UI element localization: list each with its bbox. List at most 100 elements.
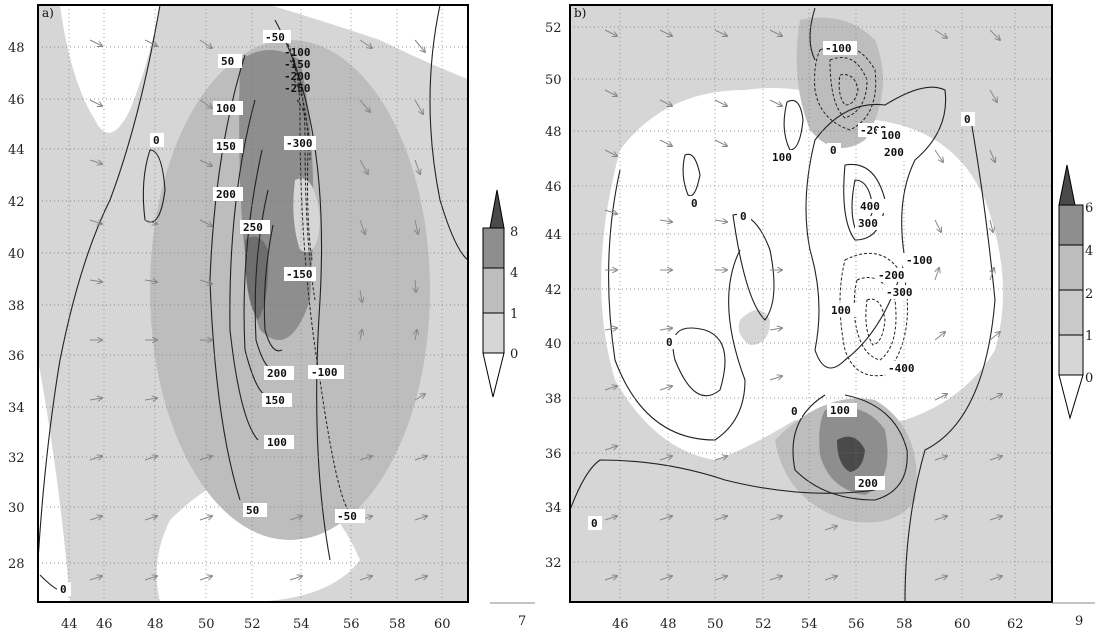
x-tick: 60 — [434, 617, 451, 632]
colorbar-level: 0 — [510, 347, 518, 362]
y-tick: 36 — [8, 349, 25, 364]
y-tick: 46 — [545, 180, 562, 195]
contour-label: 300 — [858, 217, 878, 230]
colorbar-level: 4 — [510, 266, 518, 281]
contour-label: 100 — [831, 304, 851, 317]
contour-label: -50 — [265, 31, 285, 44]
y-tick: 34 — [8, 401, 25, 416]
contour-label: 0 — [740, 210, 747, 223]
panel-a-label: a) — [42, 6, 54, 20]
contour-label: -100 — [825, 42, 852, 55]
contour-label: 200 — [216, 188, 236, 201]
contour-label: 0 — [666, 336, 673, 349]
contour-label: 200 — [884, 146, 904, 159]
contour-label: -100 — [284, 46, 311, 59]
contour-label: -50 — [337, 510, 357, 523]
contour-label: 150 — [216, 140, 236, 153]
y-tick: 40 — [545, 337, 562, 352]
colorbar-level: 1 — [510, 307, 518, 322]
panel-a-extra-label: 7 — [518, 614, 526, 629]
colorbar-level: 0 — [1085, 371, 1093, 386]
contour-label: 250 — [243, 221, 263, 234]
colorbar-level: 6 — [1085, 201, 1093, 216]
panel-a-colorbar: 8 4 1 0 — [482, 189, 518, 398]
x-tick: 60 — [954, 617, 971, 632]
contour-label: -150 — [286, 268, 313, 281]
colorbar-level: 1 — [1085, 329, 1093, 344]
x-tick: 52 — [755, 617, 772, 632]
contour-label: 100 — [772, 151, 792, 164]
y-tick: 30 — [8, 501, 25, 516]
y-tick: 48 — [8, 41, 25, 56]
y-tick: 32 — [545, 556, 562, 571]
panel-a-x-axis: 44 46 48 50 52 54 56 58 60 — [61, 617, 451, 632]
y-tick: 36 — [545, 447, 562, 462]
panel-a-map: -50 -100 -150 -200 -250 -300 -150 -100 -… — [8, 4, 535, 632]
x-tick: 44 — [61, 617, 78, 632]
panel-b-colorbar: 6 4 2 1 0 — [1058, 164, 1093, 420]
y-tick: 38 — [545, 392, 562, 407]
panel-a: -50 -100 -150 -200 -250 -300 -150 -100 -… — [0, 0, 545, 633]
colorbar-level: 2 — [1085, 287, 1093, 302]
contour-label: -200 — [284, 70, 311, 83]
contour-label: 100 — [267, 436, 287, 449]
contour-label: 400 — [860, 200, 880, 213]
contour-label: -200 — [878, 269, 905, 282]
panel-a-y-axis: 28 30 32 34 36 38 40 42 44 46 48 — [8, 41, 25, 572]
contour-label: 50 — [221, 55, 234, 68]
panel-b-contour-labels: -100 -200 100 200 100 0 0 0 0 400 300 -1… — [588, 41, 975, 530]
contour-label: 0 — [153, 134, 160, 147]
y-tick: 48 — [545, 125, 562, 140]
panel-a-contour-labels: -50 -100 -150 -200 -250 -300 -150 -100 -… — [57, 30, 365, 596]
contour-label: -300 — [886, 286, 913, 299]
y-tick: 42 — [545, 283, 562, 298]
x-tick: 50 — [198, 617, 215, 632]
contour-label: -100 — [906, 254, 933, 267]
panel-b: -100 -200 100 200 100 0 0 0 0 400 300 -1… — [545, 0, 1095, 633]
contour-label: -100 — [311, 366, 338, 379]
contour-label: 0 — [691, 197, 698, 210]
y-tick: 52 — [545, 21, 562, 36]
y-tick: 44 — [8, 143, 25, 158]
y-tick: 40 — [8, 247, 25, 262]
panel-b-frame — [569, 4, 1053, 603]
x-tick: 48 — [147, 617, 164, 632]
panel-b-y-axis: 32 34 36 38 40 42 44 46 48 50 52 — [545, 21, 562, 571]
contour-label: 0 — [791, 405, 798, 418]
x-tick: 50 — [707, 617, 724, 632]
contour-label: 100 — [830, 404, 850, 417]
panel-b-map: -100 -200 100 200 100 0 0 0 0 400 300 -1… — [545, 4, 1095, 632]
y-tick: 28 — [8, 557, 25, 572]
y-tick: 44 — [545, 228, 562, 243]
contour-label: 0 — [830, 144, 837, 157]
y-tick: 42 — [8, 195, 25, 210]
panel-b-wind-vectors — [604, 29, 1002, 581]
panel-a-wind-vectors — [89, 39, 427, 581]
contour-label: 0 — [60, 583, 67, 596]
contour-label: 0 — [964, 113, 971, 126]
x-tick: 46 — [612, 617, 629, 632]
contour-label: -400 — [888, 362, 915, 375]
x-tick: 54 — [801, 617, 818, 632]
panel-b-x-axis: 46 48 50 52 54 56 58 60 62 — [612, 617, 1024, 632]
contour-label: 100 — [216, 102, 236, 115]
y-tick: 50 — [545, 73, 562, 88]
contour-label: -150 — [284, 58, 311, 71]
y-tick: 32 — [8, 451, 25, 466]
x-tick: 54 — [293, 617, 310, 632]
x-tick: 48 — [660, 617, 677, 632]
x-tick: 56 — [343, 617, 360, 632]
contour-label: 200 — [267, 367, 287, 380]
y-tick: 34 — [545, 501, 562, 516]
contour-label: -250 — [284, 82, 311, 95]
y-tick: 46 — [8, 93, 25, 108]
contour-label: 50 — [246, 504, 259, 517]
colorbar-level: 4 — [1085, 244, 1093, 259]
contour-label: -300 — [286, 137, 313, 150]
x-tick: 52 — [244, 617, 261, 632]
x-tick: 56 — [848, 617, 865, 632]
x-tick: 58 — [389, 617, 406, 632]
x-tick: 46 — [96, 617, 113, 632]
panel-b-field: -100 -200 100 200 100 0 0 0 0 400 300 -1… — [570, 5, 1052, 602]
contour-label: 150 — [265, 394, 285, 407]
